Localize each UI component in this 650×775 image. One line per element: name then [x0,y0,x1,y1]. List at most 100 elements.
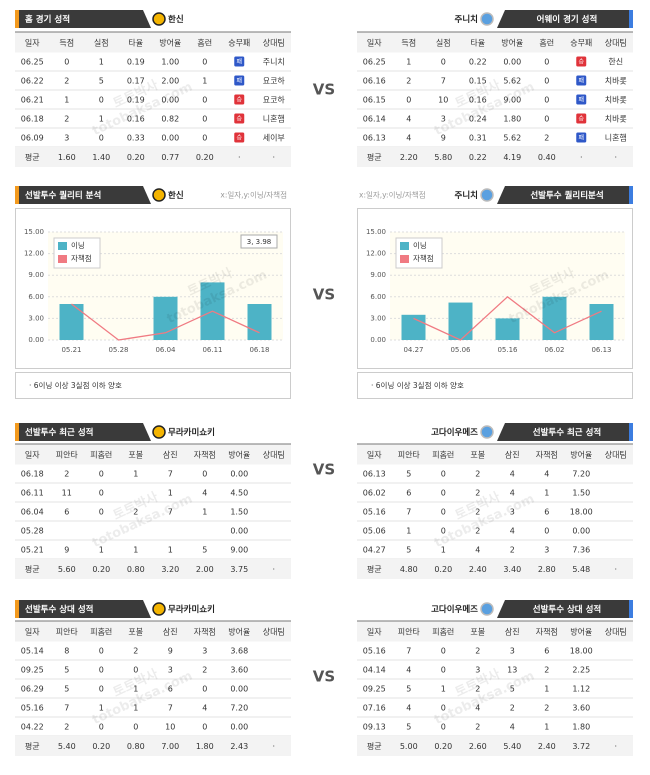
cell: 2.25 [572,666,590,675]
cell: 1 [99,704,104,713]
average-cell: 0.22 [469,153,487,162]
cell: 3 [441,115,446,124]
average-cell: 4.19 [503,153,521,162]
cell: 0 [99,647,104,656]
average-cell: 0.80 [127,565,145,574]
average-cell: 0.20 [434,565,452,574]
cell: 0 [64,58,69,67]
average-cell: 평균 [25,152,40,162]
cell: 0 [99,134,104,143]
cell: 0.00 [230,527,248,536]
cell: 1.50 [572,489,590,498]
cell: 05.28 [21,527,44,536]
y-tick-label: 12.00 [366,250,386,258]
cell: 0 [202,96,207,105]
average-cell: 3.20 [161,565,179,574]
bar [589,304,614,340]
cell: 0 [202,685,207,694]
result-text: 승 [236,97,242,104]
cell: 0.00 [572,527,590,536]
cell: 05.16 [363,647,386,656]
average-cell: 2.80 [538,565,556,574]
line-series [71,303,260,341]
cell: 0 [441,508,446,517]
average-row [357,736,633,756]
header-bar [497,186,633,204]
cell: 0 [441,58,446,67]
cell: 04.14 [363,666,386,675]
cell: 2 [64,470,69,479]
cell: 2 [475,685,480,694]
cell: 세이부 [263,133,285,143]
cell: 0.24 [469,115,487,124]
team-name: 주니치 [455,14,478,25]
team-name: 고다이우메즈 [431,604,478,615]
cell: 치바롯 [605,114,627,124]
column-header: 피안타 [56,627,79,637]
column-header: 삼진 [505,450,520,460]
cell: 주니치 [263,57,285,67]
legend-swatch [58,255,67,263]
legend-label: 이닝 [71,240,85,250]
cell: 4 [510,723,515,732]
cell: 18.00 [570,508,593,517]
cell: 4 [406,704,411,713]
column-header: 일자 [367,628,382,637]
cell: 05.21 [21,546,44,555]
result-icon [576,56,587,67]
average-cell: · [614,153,617,162]
footnote-box [357,372,633,399]
section-title: 선발투수 상대 성적 [533,604,601,615]
cell: 04.22 [21,723,44,732]
team-name: 고다이우메즈 [431,427,478,438]
result-text: 승 [236,116,242,123]
section-title: 선발투수 최근 성적 [533,427,601,438]
cell: 2 [544,134,549,143]
cell: 10 [438,96,448,105]
column-header: 방어율 [501,38,523,48]
column-header: 피홈런 [90,450,112,460]
cell: 0 [441,666,446,675]
cell: 4 [510,489,515,498]
bar [247,304,272,340]
result-text: 승 [578,116,584,123]
cell: 10 [165,723,175,732]
cell: 요코하 [263,76,286,86]
cell: 0.22 [469,58,487,67]
table-header [15,32,291,53]
column-header: 상대팀 [605,38,627,48]
result-icon [234,75,245,86]
cell: 04.27 [363,546,386,555]
column-header: 피안타 [398,450,421,460]
average-cell: 2.40 [538,742,556,751]
cell: 06.25 [363,58,386,67]
average-cell: · [614,742,617,751]
legend-swatch [58,242,67,250]
cell: 0 [133,723,138,732]
cell: 1 [133,546,138,555]
cell: 1 [64,96,69,105]
cell: 0.00 [230,723,248,732]
bar [495,318,520,340]
header-bar [15,423,151,441]
column-header: 피안타 [398,627,421,637]
cell: 5 [510,685,515,694]
result-icon [576,94,587,105]
cell: 0 [99,508,104,517]
team-name: 주니치 [455,190,478,201]
cell: 5 [64,666,69,675]
cell: 7.20 [230,704,248,713]
cell: 3 [510,647,515,656]
column-header: 방어율 [570,450,592,460]
legend-label: 이닝 [413,240,427,250]
column-header: 포볼 [128,450,143,460]
cell: 11 [62,489,72,498]
cell: 2 [475,508,480,517]
cell: 4 [544,470,549,479]
cell: 7 [406,647,411,656]
cell: 2 [475,527,480,536]
cell: 0.16 [469,96,487,105]
cell: 1.50 [230,508,248,517]
x-tick-label: 06.18 [249,346,269,354]
vs-label: VS [313,668,335,686]
